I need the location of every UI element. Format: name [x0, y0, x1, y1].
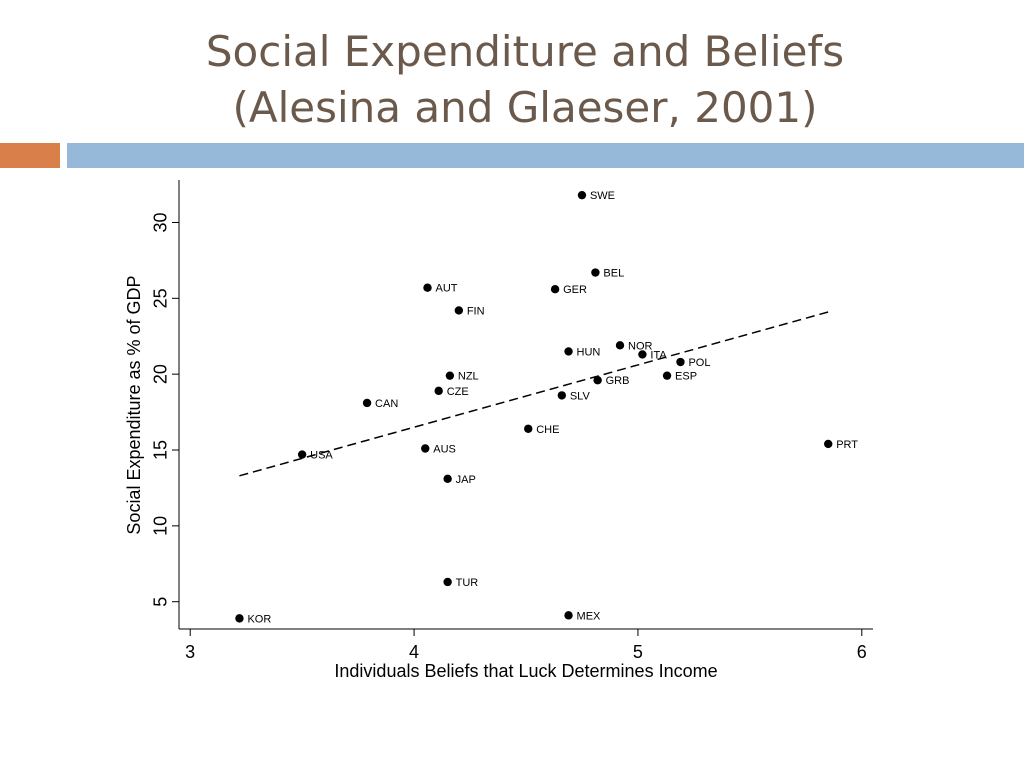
point-label-mex: MEX [577, 610, 602, 622]
point-label-jap: JAP [456, 474, 476, 486]
chart-axes: 3 4 5 6 5 10 15 20 25 30 [151, 180, 873, 662]
data-point-tur [443, 577, 452, 587]
data-point-hun [564, 347, 573, 356]
data-point-mex [564, 611, 573, 620]
trend-line [239, 311, 829, 477]
data-point-cze [434, 386, 443, 396]
y-tick-label: 30 [151, 212, 171, 232]
point-label-swe: SWE [590, 190, 615, 202]
data-point-prt [824, 439, 833, 449]
data-point-aus [421, 444, 430, 453]
y-tick-label: 25 [151, 288, 171, 308]
data-point-kor [235, 614, 244, 623]
x-tick-label: 6 [857, 642, 867, 662]
data-points: SWE BEL AUT GER FIN NOR HUN ITA POL NZL ESP GRB CZE S… [235, 190, 858, 625]
data-point-can [362, 398, 372, 408]
trend-line-group [239, 311, 829, 477]
point-label-aus: AUS [433, 443, 456, 455]
data-point-nor [615, 341, 625, 350]
data-point-bel [591, 268, 600, 277]
point-label-aut: AUT [435, 283, 457, 295]
y-tick-label: 20 [151, 364, 171, 384]
point-label-hun: HUN [577, 346, 601, 358]
point-label-ger: GER [563, 284, 587, 296]
point-label-fin: FIN [467, 305, 485, 317]
x-tick-label: 3 [185, 642, 195, 662]
data-point-che [524, 424, 533, 433]
x-tick-label: 5 [633, 642, 643, 662]
header-divider-bar [67, 143, 1024, 168]
data-point-swe [577, 190, 587, 200]
data-point-pol [676, 357, 685, 367]
data-point-ger [550, 285, 560, 294]
x-axis-label: Individuals Beliefs that Luck Determines… [334, 661, 717, 681]
x-tick-label: 4 [409, 642, 419, 662]
point-label-prt: PRT [836, 439, 858, 451]
data-point-slv [557, 391, 567, 400]
data-point-ita [638, 350, 647, 359]
data-point-grb [593, 376, 602, 385]
data-point-fin [454, 306, 464, 315]
point-label-che: CHE [536, 424, 559, 436]
y-tick-label: 10 [151, 516, 171, 536]
data-point-nzl [445, 371, 455, 380]
point-label-grb: GRB [606, 375, 630, 387]
slide-title: Social Expenditure and Beliefs (Alesina … [0, 24, 1024, 136]
y-tick-label: 5 [151, 597, 171, 607]
point-label-nzl: NZL [458, 371, 479, 383]
accent-bar [0, 143, 60, 168]
y-tick-label: 15 [151, 440, 171, 460]
point-label-pol: POL [688, 357, 710, 369]
data-point-usa [297, 450, 307, 459]
point-label-ita: ITA [650, 349, 667, 361]
data-point-aut [423, 283, 432, 292]
point-label-nor: NOR [628, 340, 653, 352]
y-axis-label: Social Expenditure as % of GDP [124, 275, 144, 534]
point-label-bel: BEL [603, 268, 624, 280]
point-label-can: CAN [375, 398, 398, 410]
point-label-cze: CZE [447, 386, 469, 398]
point-label-kor: KOR [247, 613, 271, 625]
point-label-esp: ESP [675, 371, 697, 383]
data-point-esp [662, 371, 672, 380]
point-label-tur: TUR [456, 577, 479, 589]
data-point-jap [443, 474, 452, 484]
point-label-usa: USA [310, 450, 333, 462]
point-label-slv: SLV [570, 390, 591, 402]
slide-title-line-1: Social Expenditure and Beliefs [205, 27, 845, 76]
slide-title-line-2: (Alesina and Glaeser, 2001) [232, 83, 818, 132]
